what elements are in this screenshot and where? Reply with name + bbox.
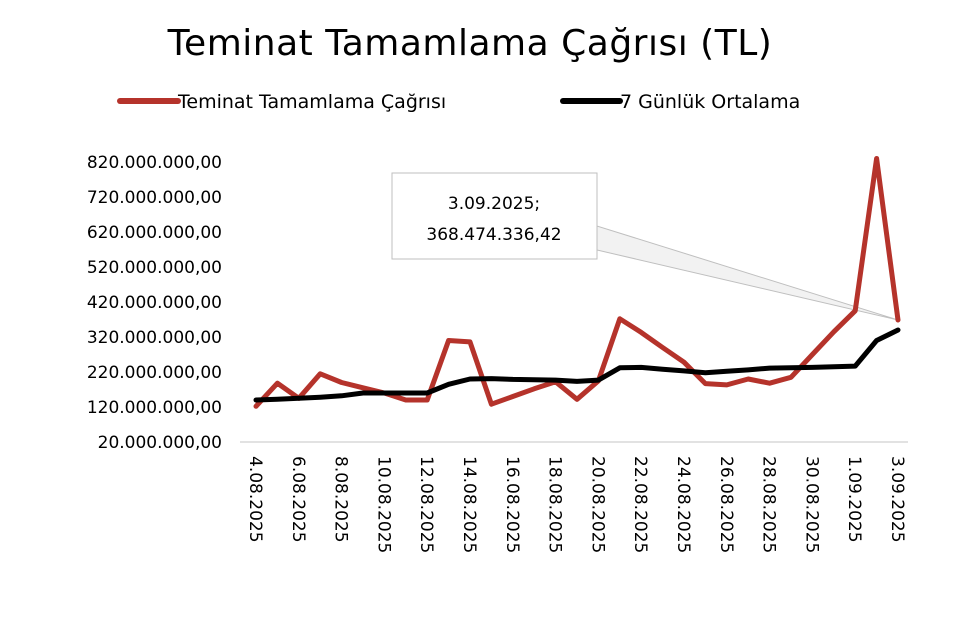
x-tick-label: 10.08.2025 xyxy=(373,456,393,553)
x-tick-label: 12.08.2025 xyxy=(416,456,436,553)
y-tick-label: 720.000.000,00 xyxy=(87,188,222,208)
x-tick-label: 14.08.2025 xyxy=(459,456,479,553)
x-tick-label: 8.08.2025 xyxy=(331,456,351,543)
legend: Teminat Tamamlama Çağrısı 7 Günlük Ortal… xyxy=(117,91,800,113)
y-tick-label: 320.000.000,00 xyxy=(87,328,222,348)
legend-label-series-1: Teminat Tamamlama Çağrısı xyxy=(177,91,446,113)
x-tick-label: 24.08.2025 xyxy=(673,456,693,553)
data-callout: 3.09.2025; 368.474.336,42 xyxy=(391,172,899,321)
y-tick-label: 220.000.000,00 xyxy=(87,363,222,383)
x-tick-label: 22.08.2025 xyxy=(630,456,650,553)
chart-title: Teminat Tamamlama Çağrısı (TL) xyxy=(167,23,773,64)
x-tick-label: 26.08.2025 xyxy=(716,456,736,553)
callout-leader xyxy=(596,225,899,321)
callout-value: 368.474.336,42 xyxy=(426,225,561,245)
y-tick-label: 20.000.000,00 xyxy=(98,433,222,453)
y-axis: 820.000.000,00 720.000.000,00 620.000.000,… xyxy=(87,153,222,453)
x-tick-label: 1.09.2025 xyxy=(844,456,864,543)
x-tick-label: 18.08.2025 xyxy=(545,456,565,553)
callout-box xyxy=(391,172,598,260)
legend-label-series-2: 7 Günlük Ortalama xyxy=(620,91,800,113)
y-tick-label: 820.000.000,00 xyxy=(87,153,222,173)
x-tick-label: 4.08.2025 xyxy=(245,456,265,543)
x-tick-label: 28.08.2025 xyxy=(759,456,779,553)
series-line-1 xyxy=(253,156,901,409)
x-axis: 4.08.2025 6.08.2025 8.08.2025 10.08.2025 12.… xyxy=(245,456,907,553)
y-tick-label: 120.000.000,00 xyxy=(87,398,222,418)
y-tick-label: 520.000.000,00 xyxy=(87,258,222,278)
callout-date: 3.09.2025; xyxy=(448,194,540,214)
x-tick-label: 20.08.2025 xyxy=(587,456,607,553)
x-tick-label: 3.09.2025 xyxy=(887,456,907,543)
y-tick-label: 420.000.000,00 xyxy=(87,293,222,313)
series-line-2 xyxy=(253,327,901,403)
y-tick-label: 620.000.000,00 xyxy=(87,223,222,243)
x-tick-label: 6.08.2025 xyxy=(288,456,308,543)
x-tick-label: 16.08.2025 xyxy=(502,456,522,553)
x-tick-label: 30.08.2025 xyxy=(801,456,821,553)
series-layer xyxy=(253,156,901,409)
